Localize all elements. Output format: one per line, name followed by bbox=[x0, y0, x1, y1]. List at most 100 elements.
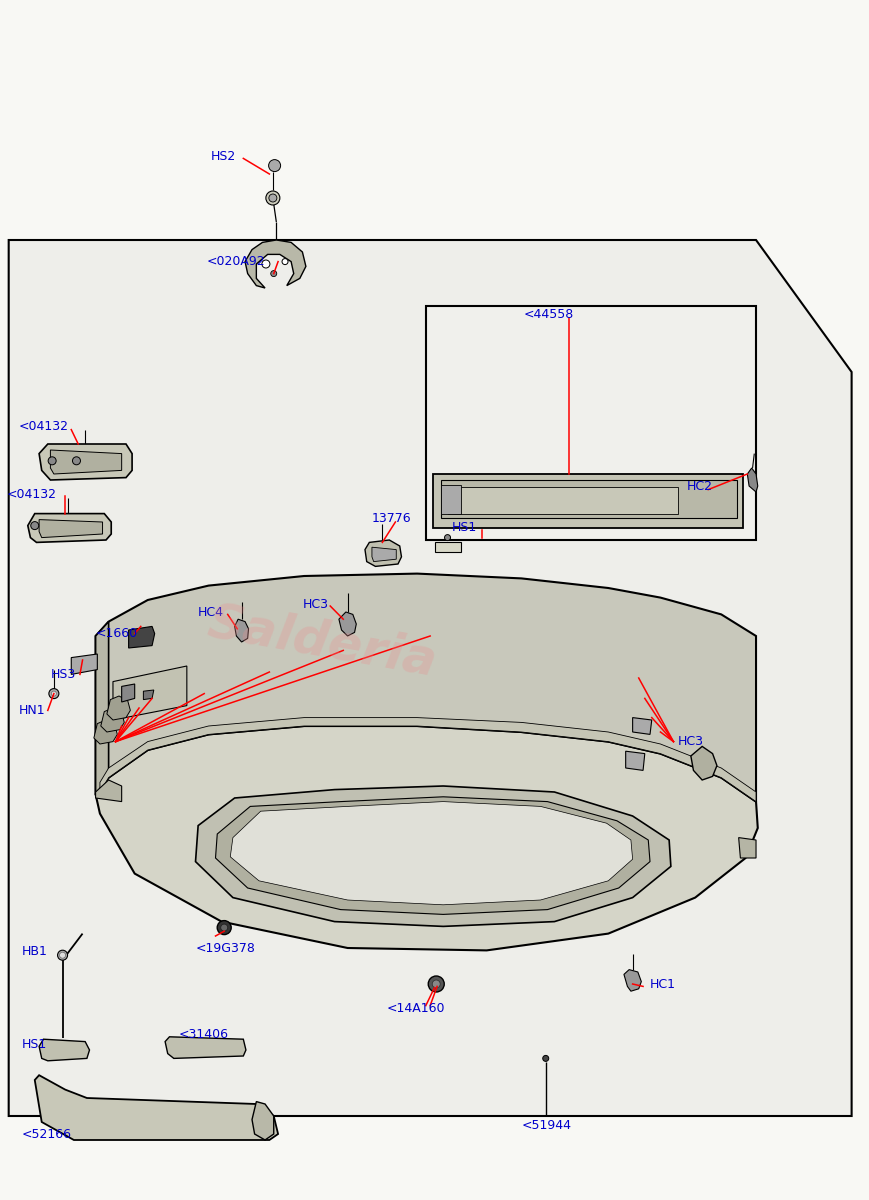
Polygon shape bbox=[39, 444, 132, 480]
Circle shape bbox=[271, 270, 276, 276]
Text: HC3: HC3 bbox=[302, 599, 328, 611]
Polygon shape bbox=[129, 626, 155, 648]
Bar bbox=[604, 678, 626, 700]
Text: <14A160: <14A160 bbox=[387, 1002, 445, 1014]
Polygon shape bbox=[9, 240, 852, 1116]
Circle shape bbox=[543, 1056, 548, 1061]
Bar bbox=[538, 700, 560, 722]
Circle shape bbox=[428, 976, 444, 992]
Bar bbox=[538, 678, 560, 700]
Polygon shape bbox=[96, 574, 756, 802]
Polygon shape bbox=[252, 1102, 274, 1140]
Polygon shape bbox=[230, 802, 633, 905]
Polygon shape bbox=[39, 520, 103, 538]
Text: <19G378: <19G378 bbox=[196, 942, 255, 954]
Text: <1660: <1660 bbox=[96, 628, 137, 640]
Circle shape bbox=[221, 924, 228, 931]
Text: HS2: HS2 bbox=[210, 150, 235, 162]
Polygon shape bbox=[624, 970, 641, 991]
Polygon shape bbox=[633, 718, 652, 734]
Text: <31406: <31406 bbox=[178, 1028, 229, 1040]
Circle shape bbox=[72, 457, 81, 464]
Text: HC2: HC2 bbox=[687, 480, 713, 492]
Text: <04132: <04132 bbox=[19, 420, 70, 432]
Circle shape bbox=[269, 160, 281, 172]
Polygon shape bbox=[143, 690, 154, 700]
Text: <020A92: <020A92 bbox=[207, 256, 265, 268]
Polygon shape bbox=[441, 485, 461, 514]
Polygon shape bbox=[71, 654, 97, 674]
Circle shape bbox=[217, 920, 231, 935]
Bar bbox=[582, 722, 604, 744]
Bar bbox=[538, 722, 560, 744]
Polygon shape bbox=[441, 480, 737, 518]
Bar bbox=[626, 700, 648, 722]
Polygon shape bbox=[739, 838, 756, 858]
Text: <44558: <44558 bbox=[523, 308, 574, 320]
Polygon shape bbox=[107, 696, 130, 720]
Polygon shape bbox=[691, 746, 717, 780]
Bar bbox=[560, 722, 582, 744]
Polygon shape bbox=[113, 666, 187, 720]
Bar bbox=[604, 722, 626, 744]
Bar bbox=[626, 634, 648, 656]
Text: HS3: HS3 bbox=[50, 668, 76, 680]
Circle shape bbox=[51, 691, 56, 696]
Polygon shape bbox=[196, 786, 671, 926]
Bar bbox=[582, 656, 604, 678]
Polygon shape bbox=[372, 547, 396, 562]
Bar bbox=[626, 678, 648, 700]
Text: <51944: <51944 bbox=[521, 1120, 572, 1132]
Circle shape bbox=[432, 980, 441, 988]
Polygon shape bbox=[101, 708, 124, 732]
Bar bbox=[582, 700, 604, 722]
Bar bbox=[582, 678, 604, 700]
Circle shape bbox=[30, 522, 39, 529]
Polygon shape bbox=[165, 1037, 246, 1058]
Polygon shape bbox=[245, 240, 306, 288]
Bar bbox=[538, 656, 560, 678]
Polygon shape bbox=[433, 474, 743, 528]
Circle shape bbox=[262, 260, 270, 268]
Polygon shape bbox=[100, 718, 756, 802]
Bar bbox=[626, 656, 648, 678]
Bar bbox=[604, 634, 626, 656]
Polygon shape bbox=[35, 1075, 278, 1140]
Polygon shape bbox=[96, 780, 122, 802]
Polygon shape bbox=[122, 684, 135, 702]
Bar bbox=[538, 634, 560, 656]
Polygon shape bbox=[50, 450, 122, 474]
Bar bbox=[560, 678, 582, 700]
Polygon shape bbox=[747, 468, 758, 492]
Circle shape bbox=[60, 953, 65, 958]
Text: HC4: HC4 bbox=[198, 606, 224, 618]
Bar bbox=[560, 634, 582, 656]
Polygon shape bbox=[339, 612, 356, 636]
Bar bbox=[560, 700, 582, 722]
Circle shape bbox=[57, 950, 68, 960]
Polygon shape bbox=[94, 720, 117, 744]
Polygon shape bbox=[235, 619, 249, 642]
Circle shape bbox=[269, 194, 277, 202]
Text: 13776: 13776 bbox=[372, 512, 412, 524]
Circle shape bbox=[282, 258, 288, 264]
Text: HC1: HC1 bbox=[650, 978, 676, 990]
Circle shape bbox=[48, 457, 56, 464]
Bar bbox=[560, 656, 582, 678]
Polygon shape bbox=[216, 797, 650, 914]
Polygon shape bbox=[426, 306, 756, 540]
Polygon shape bbox=[365, 540, 401, 566]
Text: Salderia: Salderia bbox=[203, 599, 440, 685]
Bar bbox=[604, 700, 626, 722]
Circle shape bbox=[445, 534, 450, 540]
Polygon shape bbox=[96, 726, 758, 950]
Text: <52166: <52166 bbox=[22, 1128, 72, 1140]
Polygon shape bbox=[96, 622, 109, 794]
Polygon shape bbox=[28, 514, 111, 542]
Text: <04132: <04132 bbox=[7, 488, 57, 500]
Text: HN1: HN1 bbox=[19, 704, 46, 716]
Bar bbox=[582, 634, 604, 656]
Text: HS1: HS1 bbox=[452, 522, 477, 534]
Text: HB1: HB1 bbox=[22, 946, 48, 958]
Circle shape bbox=[266, 191, 280, 205]
